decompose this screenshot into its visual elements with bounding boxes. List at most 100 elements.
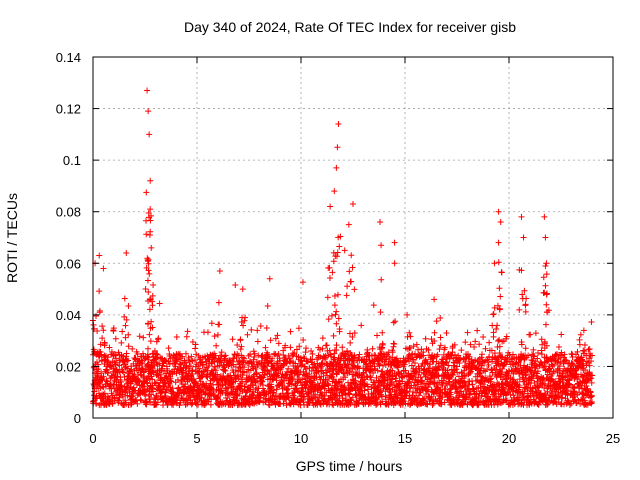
data-point: [229, 358, 236, 365]
data-point: [144, 277, 151, 284]
data-point: [147, 338, 154, 345]
data-point: [233, 391, 240, 398]
data-point: [492, 387, 499, 394]
data-point: [503, 333, 510, 340]
data-point: [332, 311, 339, 318]
data-point: [527, 331, 534, 338]
data-point: [467, 390, 474, 397]
data-point: [456, 360, 463, 367]
data-point: [530, 346, 537, 353]
data-point: [542, 321, 549, 328]
x-tick-label: 0: [89, 431, 96, 446]
data-point: [561, 351, 568, 358]
data-point: [485, 386, 492, 393]
data-point: [543, 290, 550, 297]
data-point: [360, 370, 367, 377]
data-point: [142, 391, 149, 398]
data-point: [143, 398, 150, 405]
data-point: [571, 384, 578, 391]
data-point: [239, 286, 246, 293]
data-point: [192, 341, 199, 348]
data-point: [544, 308, 551, 315]
data-point: [377, 350, 384, 357]
data-point: [491, 260, 498, 267]
data-point: [488, 375, 495, 382]
data-point: [222, 352, 229, 359]
data-point: [325, 264, 332, 271]
data-point: [367, 373, 374, 380]
data-point: [109, 400, 116, 407]
data-point: [498, 399, 505, 406]
data-point: [588, 375, 595, 382]
data-point: [552, 388, 559, 395]
data-point: [243, 369, 250, 376]
data-point: [94, 373, 101, 380]
data-point: [569, 353, 576, 360]
data-point: [347, 399, 354, 406]
data-point: [578, 382, 585, 389]
data-point: [187, 362, 194, 369]
data-point: [394, 364, 401, 371]
data-point: [333, 253, 340, 260]
data-point: [345, 361, 352, 368]
data-point: [395, 369, 402, 376]
data-point: [536, 399, 543, 406]
data-point: [588, 400, 595, 407]
data-point: [492, 355, 499, 362]
data-point: [413, 341, 420, 348]
data-point: [103, 377, 110, 384]
data-point: [95, 366, 102, 373]
data-point: [257, 323, 264, 330]
data-point: [285, 365, 292, 372]
data-point: [331, 188, 338, 195]
data-point: [293, 385, 300, 392]
data-point: [104, 354, 111, 361]
x-axis-label: GPS time / hours: [296, 458, 403, 474]
data-point: [326, 274, 333, 281]
data-point: [341, 247, 348, 254]
data-point: [462, 339, 469, 346]
data-point: [550, 399, 557, 406]
data-point: [326, 347, 333, 354]
data-point: [521, 356, 528, 363]
data-point: [145, 288, 152, 295]
data-point: [337, 233, 344, 240]
data-point: [137, 396, 144, 403]
data-point: [112, 352, 119, 359]
data-point: [494, 358, 501, 365]
data-point: [479, 351, 486, 358]
data-point: [490, 329, 497, 336]
data-point: [379, 398, 386, 405]
data-point: [180, 369, 187, 376]
data-point: [144, 345, 151, 352]
data-point: [175, 356, 182, 363]
data-point: [351, 329, 358, 336]
data-point: [373, 374, 380, 381]
data-point: [342, 374, 349, 381]
data-point: [476, 341, 483, 348]
data-point: [147, 206, 154, 213]
data-point: [155, 396, 162, 403]
data-point: [544, 400, 551, 407]
data-point: [499, 384, 506, 391]
data-point: [99, 323, 106, 330]
data-point: [444, 367, 451, 374]
data-point: [216, 268, 223, 275]
data-point: [156, 300, 163, 307]
data-point: [174, 391, 181, 398]
data-point: [148, 244, 155, 251]
data-point: [121, 313, 128, 320]
data-point: [254, 327, 261, 334]
data-point: [146, 232, 153, 239]
data-point: [518, 213, 525, 220]
data-point: [451, 351, 458, 358]
data-point: [377, 401, 384, 408]
data-point: [238, 343, 245, 350]
data-point: [504, 397, 511, 404]
data-point: [429, 401, 436, 408]
data-point: [566, 382, 573, 389]
data-point: [208, 384, 215, 391]
data-point: [327, 203, 334, 210]
data-point: [252, 379, 259, 386]
data-point: [392, 375, 399, 382]
